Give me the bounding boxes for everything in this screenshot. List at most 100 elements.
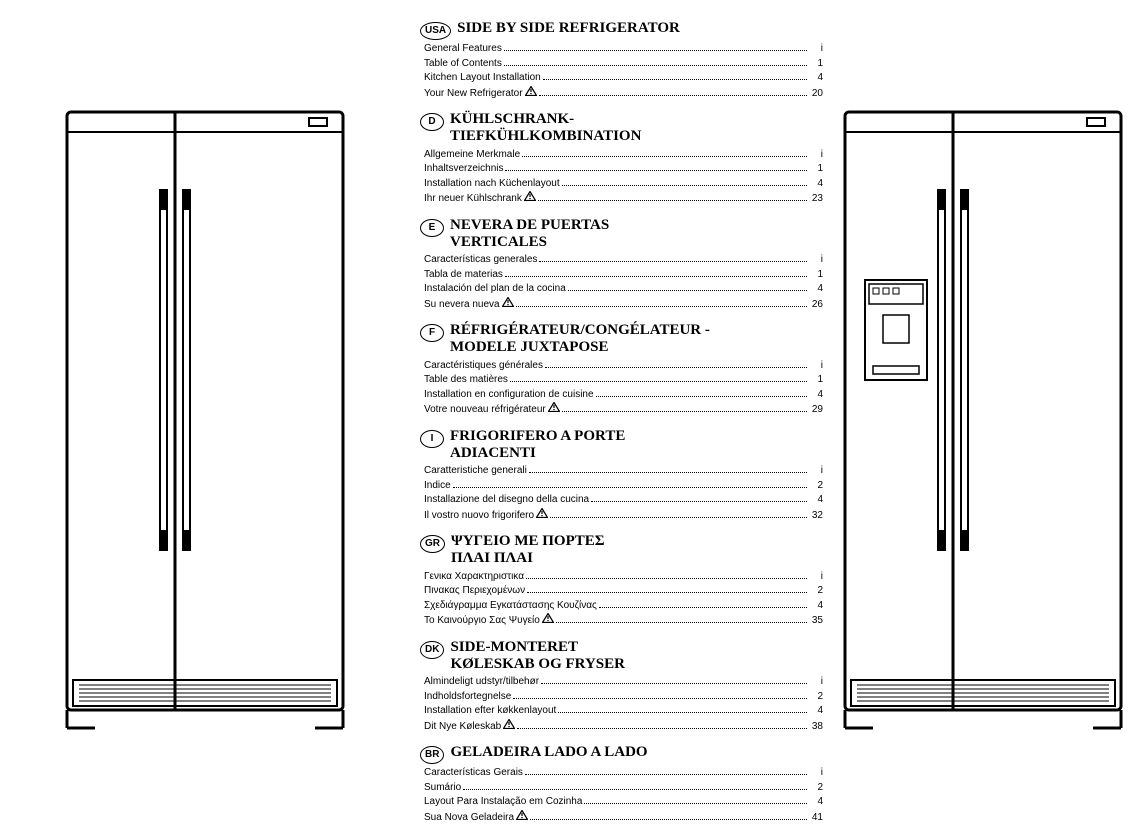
toc-page-number: 41 [809,811,823,825]
toc-section: GRΨΥΓΕΙΟ ΜΕ ΠΟΡΤΕΣΠΛΑΙ ΠΛΑΙ Γενικα Χαρακτ… [420,533,823,629]
toc-row: Installation nach Küchenlayout4 [424,177,823,192]
toc-leader-dots [558,706,807,713]
toc-leader-dots [510,375,807,382]
toc-page-number: 4 [809,282,823,297]
toc-row: Installation en configuration de cuisine… [424,388,823,403]
toc-row: Instalación del plan de la cocina 4 [424,282,823,297]
warning-triangle-icon [525,86,537,96]
toc-leader-dots [504,59,807,66]
toc-page-number: i [809,253,823,268]
toc-leader-dots [562,405,807,412]
toc-leader-dots [545,361,807,368]
toc-leader-dots [591,495,807,502]
toc-label: Indice [424,479,451,494]
toc-leader-dots [526,572,807,579]
toc-label: Votre nouveau réfrigérateur [424,403,546,418]
toc-section: ENEVERA DE PUERTASVERTICALESCaracterísti… [420,217,823,313]
toc-row: Installazione del disegno della cucina4 [424,493,823,508]
toc-page-number: 4 [809,704,823,719]
toc-section: DKSIDE-MONTERETKØLESKAB OG FRYSERAlminde… [420,639,823,735]
toc-list: Características Gerais i Sumário 2 Layout Pa… [424,766,823,825]
toc-label: Dit Nye Køleskab [424,720,501,735]
toc-row: Γενικα Χαρακτηριστικαi [424,570,823,585]
warning-triangle-icon [502,297,514,307]
toc-section: IFRIGORIFERO A PORTEADIACENTICaratterist… [420,428,823,524]
toc-row: Πινακας Περιεχομένων2 [424,584,823,599]
toc-label: Το Καινούργιο Σας Ψυγείο [424,614,540,629]
toc-row: Kitchen Layout Installation4 [424,71,823,86]
toc-leader-dots [529,466,807,473]
toc-label: Installazione del disegno della cucina [424,493,589,508]
warning-triangle-icon [524,191,536,201]
toc-page-number: 38 [809,720,823,735]
section-title: NEVERA DE PUERTASVERTICALES [450,217,609,252]
warning-triangle-icon [542,613,554,623]
toc-leader-dots [513,692,807,699]
toc-leader-dots [568,284,807,291]
toc-page-number: i [809,766,823,781]
toc-row: Su nevera nueva 26 [424,297,823,313]
toc-label: Installation efter køkkenlayout [424,704,556,719]
section-header: GRΨΥΓΕΙΟ ΜΕ ΠΟΡΤΕΣΠΛΑΙ ΠΛΑΙ [420,533,823,568]
toc-row: Caractéristiques généralesi [424,359,823,374]
toc-row: Caratteristiche generalii [424,464,823,479]
toc-row: Indice 2 [424,479,823,494]
section-header: DKÜHLSCHRANK-TIEFKÜHLKOMBINATION [420,111,823,146]
section-title: KÜHLSCHRANK-TIEFKÜHLKOMBINATION [450,111,641,146]
table-of-contents: USASIDE BY SIDE REFRIGERATOR General Feat… [410,0,833,800]
toc-list: Almindeligt udstyr/tilbehøriIndholdsfort… [424,675,823,734]
toc-page-number: i [809,570,823,585]
right-fridge-column [833,0,1133,800]
toc-label: Table des matières [424,373,508,388]
section-header: USASIDE BY SIDE REFRIGERATOR [420,20,823,40]
toc-label: Características Gerais [424,766,523,781]
toc-row: Dit Nye Køleskab 38 [424,719,823,735]
toc-leader-dots [504,44,807,51]
toc-label: Instalación del plan de la cocina [424,282,566,297]
toc-page-number: 4 [809,71,823,86]
toc-leader-dots [463,783,807,790]
warning-triangle-icon [548,402,560,412]
toc-page-number: 1 [809,57,823,72]
left-fridge-column [0,0,410,800]
toc-row: Tabla de materias 1 [424,268,823,283]
toc-label: Σχεδιάγραμμα Εγκατάστασης Κουζίνας [424,599,597,614]
toc-label: Il vostro nuovo frigorifero [424,509,534,524]
toc-label: Características generales [424,253,537,268]
toc-leader-dots [556,616,807,623]
toc-list: Allgemeine MerkmaleiInhaltsverzeichnis1I… [424,148,823,207]
toc-row: General Featuresi [424,42,823,57]
language-badge: I [420,430,444,448]
toc-label: Sumário [424,781,461,796]
toc-page-number: 23 [809,192,823,207]
toc-row: Ihr neuer Kühlschrank23 [424,191,823,207]
section-title: RÉFRIGÉRATEUR/CONGÉLATEUR -MODELE JUXTAP… [450,322,710,357]
toc-list: Caractéristiques généralesiTable des mat… [424,359,823,418]
toc-row: Installation efter køkkenlayout 4 [424,704,823,719]
warning-triangle-icon [503,719,515,729]
toc-page-number: 26 [809,298,823,313]
toc-leader-dots [550,511,807,518]
toc-row: Inhaltsverzeichnis1 [424,162,823,177]
language-badge: F [420,324,444,342]
toc-page-number: 2 [809,781,823,796]
toc-leader-dots [584,797,807,804]
section-header: DKSIDE-MONTERETKØLESKAB OG FRYSER [420,639,823,674]
toc-section: BRGELADEIRA LADO A LADO Características G… [420,744,823,825]
toc-leader-dots [539,255,807,262]
toc-label: Tabla de materias [424,268,503,283]
toc-page-number: 2 [809,690,823,705]
toc-page-number: 32 [809,509,823,524]
toc-label: Su nevera nueva [424,298,500,313]
section-header: BRGELADEIRA LADO A LADO [420,744,823,764]
fridge-left-illustration [65,110,345,750]
toc-label: Layout Para Instalação em Cozinha [424,795,582,810]
toc-page-number: 2 [809,479,823,494]
toc-label: Πινακας Περιεχομένων [424,584,525,599]
section-header: IFRIGORIFERO A PORTEADIACENTI [420,428,823,463]
toc-section: DKÜHLSCHRANK-TIEFKÜHLKOMBINATIONAllgemei… [420,111,823,207]
language-badge: BR [420,746,444,764]
toc-leader-dots [530,813,807,820]
toc-row: Características Gerais i [424,766,823,781]
toc-page-number: 1 [809,268,823,283]
